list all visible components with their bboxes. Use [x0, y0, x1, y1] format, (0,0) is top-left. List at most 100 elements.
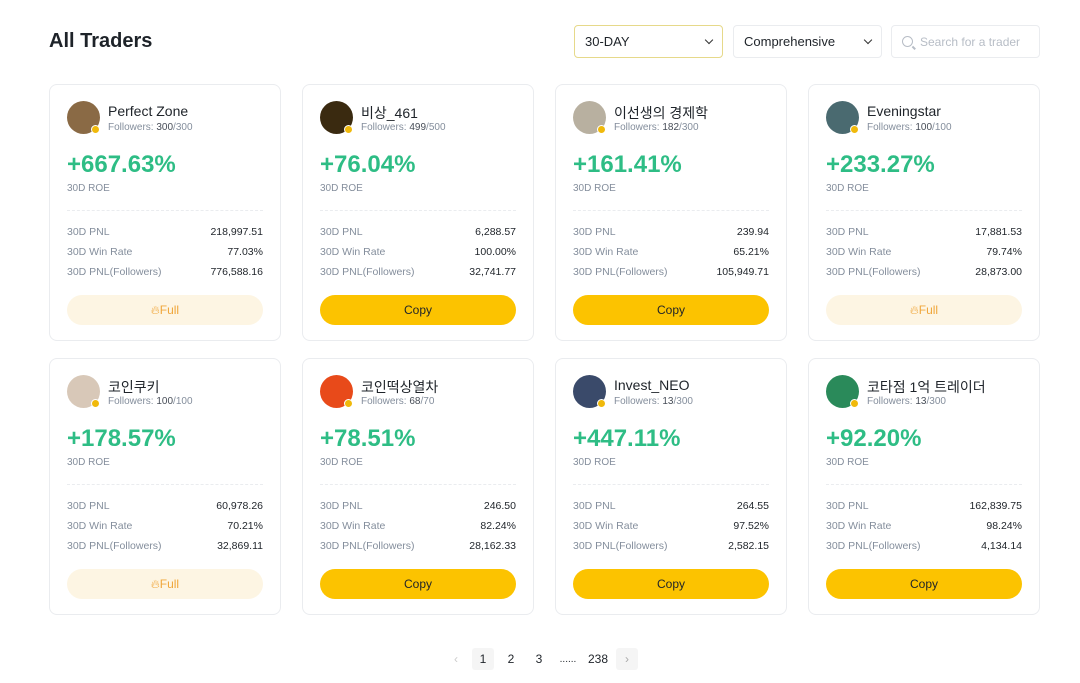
roe-label: 30D ROE [826, 457, 869, 468]
page-1[interactable]: 1 [472, 648, 494, 670]
trader-card[interactable]: Eveningstar Followers: 100/100 +233.27% … [808, 84, 1040, 341]
followers-count: Followers: 300/300 [108, 122, 193, 133]
win-rate-row: 30D Win Rate 70.21% [67, 520, 263, 532]
divider [573, 210, 769, 211]
pnl-followers-row: 30D PNL(Followers) 32,869.11 [67, 540, 263, 552]
verified-icon [344, 125, 353, 134]
fire-icon: 🔥︎ [150, 302, 160, 317]
pnl-row: 30D PNL 162,839.75 [826, 500, 1022, 512]
pnl-followers-row: 30D PNL(Followers) 32,741.77 [320, 266, 516, 278]
trader-name[interactable]: Eveningstar [867, 103, 941, 119]
win-rate-row: 30D Win Rate 77.03% [67, 246, 263, 258]
roe-label: 30D ROE [826, 183, 869, 194]
search-icon [902, 36, 913, 47]
chevron-down-icon [863, 35, 873, 45]
pnl-row: 30D PNL 60,978.26 [67, 500, 263, 512]
trader-name[interactable]: Perfect Zone [108, 103, 189, 119]
period-select[interactable]: 30-DAY [574, 25, 723, 58]
sort-value: Comprehensive [744, 34, 836, 49]
full-button: 🔥︎ Full [826, 295, 1022, 325]
page-3[interactable]: 3 [535, 652, 543, 666]
trader-card[interactable]: 비상_461 Followers: 499/500 +76.04% 30D RO… [302, 84, 534, 341]
verified-icon [850, 399, 859, 408]
fire-icon: 🔥︎ [909, 302, 919, 317]
pnl-row: 30D PNL 246.50 [320, 500, 516, 512]
trader-name[interactable]: 코타점 1억 트레이더 [867, 379, 986, 395]
chevron-down-icon [704, 35, 714, 45]
trader-card[interactable]: 코타점 1억 트레이더 Followers: 13/300 +92.20% 30… [808, 358, 1040, 615]
divider [320, 484, 516, 485]
copy-button[interactable]: Copy [573, 295, 769, 325]
full-button: 🔥︎ Full [67, 569, 263, 599]
pnl-followers-row: 30D PNL(Followers) 28,873.00 [826, 266, 1022, 278]
page-last[interactable]: 238 [587, 652, 609, 666]
roe-label: 30D ROE [320, 183, 363, 194]
roe-label: 30D ROE [67, 457, 110, 468]
copy-button[interactable]: Copy [320, 569, 516, 599]
win-rate-row: 30D Win Rate 79.74% [826, 246, 1022, 258]
roe-value: +76.04% [320, 151, 416, 178]
copy-button[interactable]: Copy [573, 569, 769, 599]
win-rate-row: 30D Win Rate 100.00% [320, 246, 516, 258]
win-rate-row: 30D Win Rate 82.24% [320, 520, 516, 532]
roe-value: +233.27% [826, 151, 935, 178]
divider [826, 210, 1022, 211]
followers-count: Followers: 13/300 [614, 396, 693, 407]
pnl-followers-row: 30D PNL(Followers) 28,162.33 [320, 540, 516, 552]
followers-count: Followers: 100/100 [867, 122, 952, 133]
verified-icon [91, 399, 100, 408]
trader-card[interactable]: 코인떡상열차 Followers: 68/70 +78.51% 30D ROE … [302, 358, 534, 615]
win-rate-row: 30D Win Rate 97.52% [573, 520, 769, 532]
divider [826, 484, 1022, 485]
roe-value: +178.57% [67, 425, 176, 452]
trader-card[interactable]: Perfect Zone Followers: 300/300 +667.63%… [49, 84, 281, 341]
followers-count: Followers: 499/500 [361, 122, 446, 133]
next-page-button[interactable]: › [616, 648, 638, 670]
prev-page-button[interactable]: ‹ [454, 652, 458, 666]
sort-select[interactable]: Comprehensive [733, 25, 882, 58]
verified-icon [597, 125, 606, 134]
copy-button[interactable]: Copy [320, 295, 516, 325]
verified-icon [850, 125, 859, 134]
trader-name[interactable]: Invest_NEO [614, 377, 690, 393]
roe-label: 30D ROE [67, 183, 110, 194]
roe-label: 30D ROE [573, 457, 616, 468]
roe-value: +161.41% [573, 151, 682, 178]
roe-value: +78.51% [320, 425, 416, 452]
trader-name[interactable]: 이선생의 경제학 [614, 105, 709, 121]
page-title: All Traders [49, 30, 153, 52]
divider [67, 210, 263, 211]
pnl-row: 30D PNL 6,288.57 [320, 226, 516, 238]
trader-card[interactable]: 이선생의 경제학 Followers: 182/300 +161.41% 30D… [555, 84, 787, 341]
roe-value: +447.11% [573, 425, 681, 452]
period-value: 30-DAY [585, 34, 630, 49]
trader-name[interactable]: 비상_461 [361, 105, 418, 121]
pagination-ellipsis: ...... [559, 653, 577, 665]
pnl-followers-row: 30D PNL(Followers) 776,588.16 [67, 266, 263, 278]
verified-icon [91, 125, 100, 134]
page-2[interactable]: 2 [507, 652, 515, 666]
verified-icon [344, 399, 353, 408]
roe-value: +667.63% [67, 151, 176, 178]
followers-count: Followers: 68/70 [361, 396, 435, 407]
roe-value: +92.20% [826, 425, 922, 452]
divider [573, 484, 769, 485]
win-rate-row: 30D Win Rate 65.21% [573, 246, 769, 258]
followers-count: Followers: 13/300 [867, 396, 946, 407]
fire-icon: 🔥︎ [150, 576, 160, 591]
pnl-followers-row: 30D PNL(Followers) 2,582.15 [573, 540, 769, 552]
roe-label: 30D ROE [320, 457, 363, 468]
search-input[interactable]: Search for a trader [891, 25, 1040, 58]
trader-name[interactable]: 코인쿠키 [108, 379, 160, 395]
trader-name[interactable]: 코인떡상열차 [361, 379, 439, 395]
followers-count: Followers: 182/300 [614, 122, 699, 133]
followers-count: Followers: 100/100 [108, 396, 193, 407]
roe-label: 30D ROE [573, 183, 616, 194]
trader-card[interactable]: Invest_NEO Followers: 13/300 +447.11% 30… [555, 358, 787, 615]
search-placeholder: Search for a trader [920, 34, 1021, 49]
pnl-row: 30D PNL 218,997.51 [67, 226, 263, 238]
divider [320, 210, 516, 211]
trader-card[interactable]: 코인쿠키 Followers: 100/100 +178.57% 30D ROE… [49, 358, 281, 615]
copy-button[interactable]: Copy [826, 569, 1022, 599]
pnl-row: 30D PNL 239.94 [573, 226, 769, 238]
